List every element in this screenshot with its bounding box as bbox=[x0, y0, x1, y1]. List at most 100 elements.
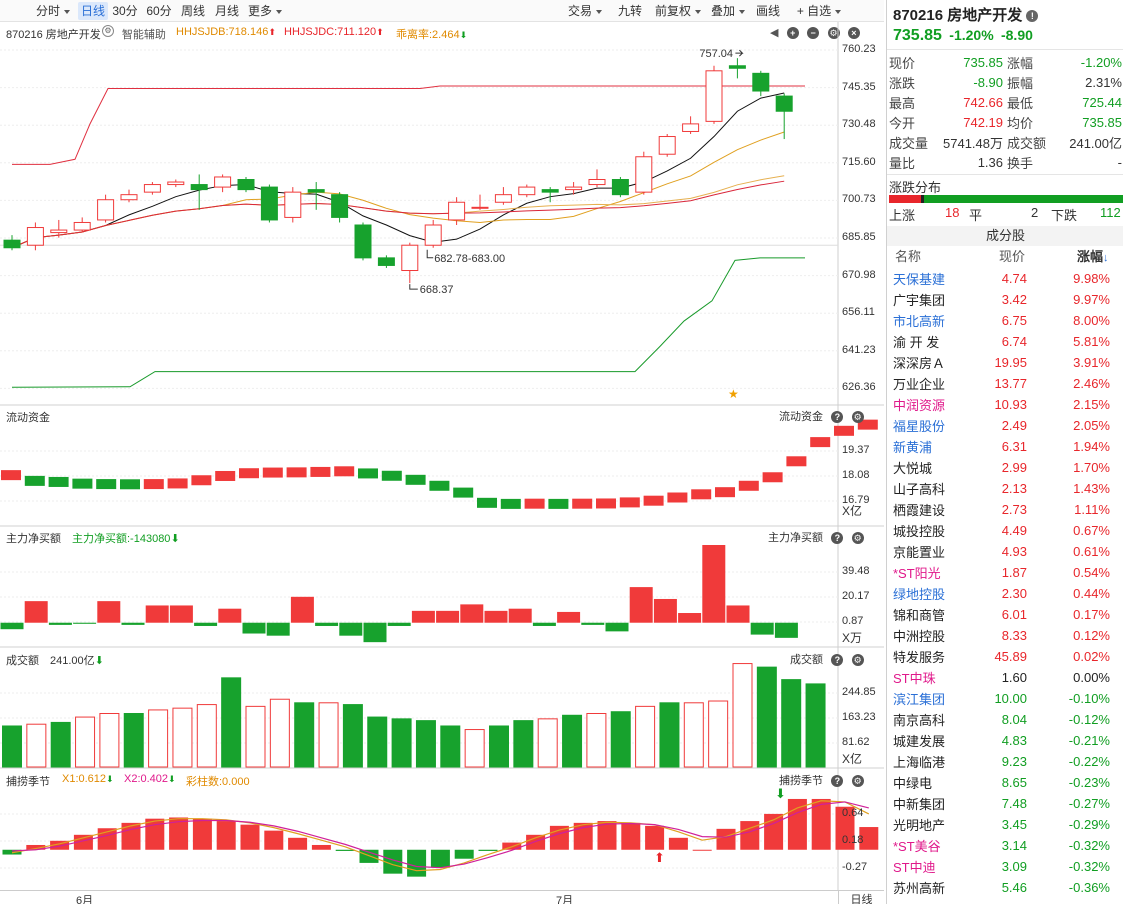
component-row[interactable]: ST中迪 3.09 -0.32% bbox=[887, 856, 1123, 877]
component-row[interactable]: 城建发展 4.83 -0.21% bbox=[887, 730, 1123, 751]
tool-button[interactable]: + 自选 bbox=[788, 2, 850, 20]
candle[interactable] bbox=[611, 176, 629, 198]
candle[interactable] bbox=[377, 255, 395, 268]
tool-button[interactable]: 画线 bbox=[750, 2, 786, 20]
component-row[interactable]: 市北高新 6.75 8.00% bbox=[887, 310, 1123, 331]
candle[interactable] bbox=[26, 222, 44, 251]
candle[interactable] bbox=[635, 151, 653, 195]
candle[interactable] bbox=[354, 222, 372, 261]
chart-area[interactable]: 757.04 682.78-683.00 668.37 ★ ⬆ ⬇ bbox=[0, 0, 884, 904]
settings-icon[interactable]: ⚙ bbox=[851, 532, 864, 544]
candle[interactable] bbox=[448, 197, 466, 226]
candle[interactable] bbox=[307, 182, 325, 210]
candle[interactable] bbox=[752, 70, 770, 97]
component-row[interactable]: *ST阳光 1.87 0.54% bbox=[887, 562, 1123, 583]
component-row[interactable]: 广宇集团 3.42 9.97% bbox=[887, 289, 1123, 310]
add-icon[interactable]: + bbox=[786, 27, 799, 39]
component-row[interactable]: 上海临港 9.23 -0.22% bbox=[887, 751, 1123, 772]
period-tab[interactable]: 月线 bbox=[210, 2, 244, 20]
component-row[interactable]: 京能置业 4.93 0.61% bbox=[887, 541, 1123, 562]
component-row[interactable]: *ST美谷 3.14 -0.32% bbox=[887, 835, 1123, 856]
candle[interactable] bbox=[728, 58, 746, 79]
period-indicator[interactable]: 日线 bbox=[838, 891, 884, 904]
candle[interactable] bbox=[775, 93, 793, 140]
help-icon[interactable]: ? bbox=[831, 654, 844, 666]
star-icon[interactable]: ★ bbox=[728, 387, 739, 401]
component-row[interactable]: 锦和商管 6.01 0.17% bbox=[887, 604, 1123, 625]
component-row[interactable]: 中新集团 7.48 -0.27% bbox=[887, 793, 1123, 814]
period-tab[interactable]: 周线 bbox=[176, 2, 210, 20]
col-pct[interactable]: 涨幅↓ bbox=[1077, 246, 1109, 269]
candle[interactable] bbox=[331, 192, 349, 223]
candle[interactable] bbox=[190, 174, 208, 210]
component-row[interactable]: 渝 开 发 6.74 5.81% bbox=[887, 331, 1123, 352]
component-row[interactable]: 栖霞建设 2.73 1.11% bbox=[887, 499, 1123, 520]
component-row[interactable]: 绿地控股 2.30 0.44% bbox=[887, 583, 1123, 604]
help-icon[interactable]: ? bbox=[831, 532, 844, 544]
candle[interactable] bbox=[518, 184, 536, 198]
candle[interactable] bbox=[3, 235, 21, 251]
close-icon[interactable]: × bbox=[847, 27, 860, 39]
candle[interactable] bbox=[494, 187, 512, 205]
settings-icon[interactable]: ⚙ bbox=[851, 654, 864, 666]
candle[interactable] bbox=[541, 187, 559, 203]
candle-body bbox=[284, 191, 302, 218]
candle[interactable] bbox=[565, 182, 583, 195]
candle[interactable] bbox=[705, 65, 723, 124]
candle[interactable] bbox=[97, 194, 115, 223]
assist-icon[interactable]: ⚙ bbox=[102, 25, 114, 37]
candle[interactable] bbox=[120, 189, 138, 203]
settings-icon[interactable]: ⚙ bbox=[827, 27, 840, 39]
tool-button[interactable]: 九转 bbox=[612, 2, 648, 20]
candle[interactable] bbox=[658, 133, 676, 157]
settings-icon[interactable]: ⚙ bbox=[851, 775, 864, 787]
component-row[interactable]: 滨江集团 10.00 -0.10% bbox=[887, 688, 1123, 709]
info-icon[interactable]: ! bbox=[1026, 10, 1039, 23]
component-row[interactable]: 福星股份 2.49 2.05% bbox=[887, 415, 1123, 436]
component-row[interactable]: 新黄浦 6.31 1.94% bbox=[887, 436, 1123, 457]
period-tab[interactable]: 日线 bbox=[78, 2, 108, 20]
component-row[interactable]: 中绿电 8.65 -0.23% bbox=[887, 772, 1123, 793]
candle[interactable] bbox=[588, 169, 606, 188]
candle[interactable] bbox=[237, 176, 255, 193]
component-row[interactable]: 城投控股 4.49 0.67% bbox=[887, 520, 1123, 541]
settings-icon[interactable]: ⚙ bbox=[851, 411, 864, 423]
col-name[interactable]: 名称 bbox=[895, 249, 922, 264]
candle[interactable] bbox=[401, 242, 419, 284]
period-tab[interactable]: 60分 bbox=[142, 2, 176, 20]
candle[interactable] bbox=[167, 179, 185, 188]
minus-icon[interactable]: − bbox=[807, 27, 820, 39]
tool-button[interactable]: 前复权 bbox=[650, 2, 706, 20]
tool-button[interactable]: 交易 bbox=[560, 2, 610, 20]
candle[interactable] bbox=[50, 219, 68, 238]
component-row[interactable]: 特发服务 45.89 0.02% bbox=[887, 646, 1123, 667]
help-icon[interactable]: ? bbox=[831, 775, 844, 787]
scroll-left-icon[interactable]: ◀ bbox=[770, 27, 779, 39]
component-row[interactable]: 中润资源 10.93 2.15% bbox=[887, 394, 1123, 415]
candle[interactable] bbox=[143, 182, 161, 195]
candle[interactable] bbox=[284, 187, 302, 223]
component-row[interactable]: 大悦城 2.99 1.70% bbox=[887, 457, 1123, 478]
candle[interactable] bbox=[424, 219, 442, 248]
component-row[interactable]: ST中珠 1.60 0.00% bbox=[887, 667, 1123, 688]
candle[interactable] bbox=[214, 174, 232, 193]
candle[interactable] bbox=[682, 116, 700, 134]
component-row[interactable]: 天保基建 4.74 9.98% bbox=[887, 268, 1123, 289]
component-row[interactable]: 万业企业 13.77 2.46% bbox=[887, 373, 1123, 394]
component-row[interactable]: 山子高科 2.13 1.43% bbox=[887, 478, 1123, 499]
assist-label[interactable]: 智能辅助 bbox=[121, 29, 166, 41]
period-tab[interactable]: 30分 bbox=[108, 2, 142, 20]
help-icon[interactable]: ? bbox=[831, 411, 844, 423]
component-row[interactable]: 南京高科 8.04 -0.12% bbox=[887, 709, 1123, 730]
col-price[interactable]: 现价 bbox=[999, 249, 1026, 264]
tool-button[interactable]: 叠加 bbox=[708, 2, 748, 20]
component-row[interactable]: 苏州高新 5.46 -0.36% bbox=[887, 877, 1123, 898]
component-row[interactable]: 中洲控股 8.33 0.12% bbox=[887, 625, 1123, 646]
candle[interactable] bbox=[73, 217, 91, 233]
component-row[interactable]: 深深房Ａ 19.95 3.91% bbox=[887, 352, 1123, 373]
period-tab[interactable]: 分时 bbox=[28, 2, 78, 20]
candle[interactable] bbox=[471, 194, 489, 210]
candle[interactable] bbox=[260, 184, 278, 223]
period-tab[interactable]: 更多 bbox=[244, 2, 286, 20]
component-row[interactable]: 光明地产 3.45 -0.29% bbox=[887, 814, 1123, 835]
